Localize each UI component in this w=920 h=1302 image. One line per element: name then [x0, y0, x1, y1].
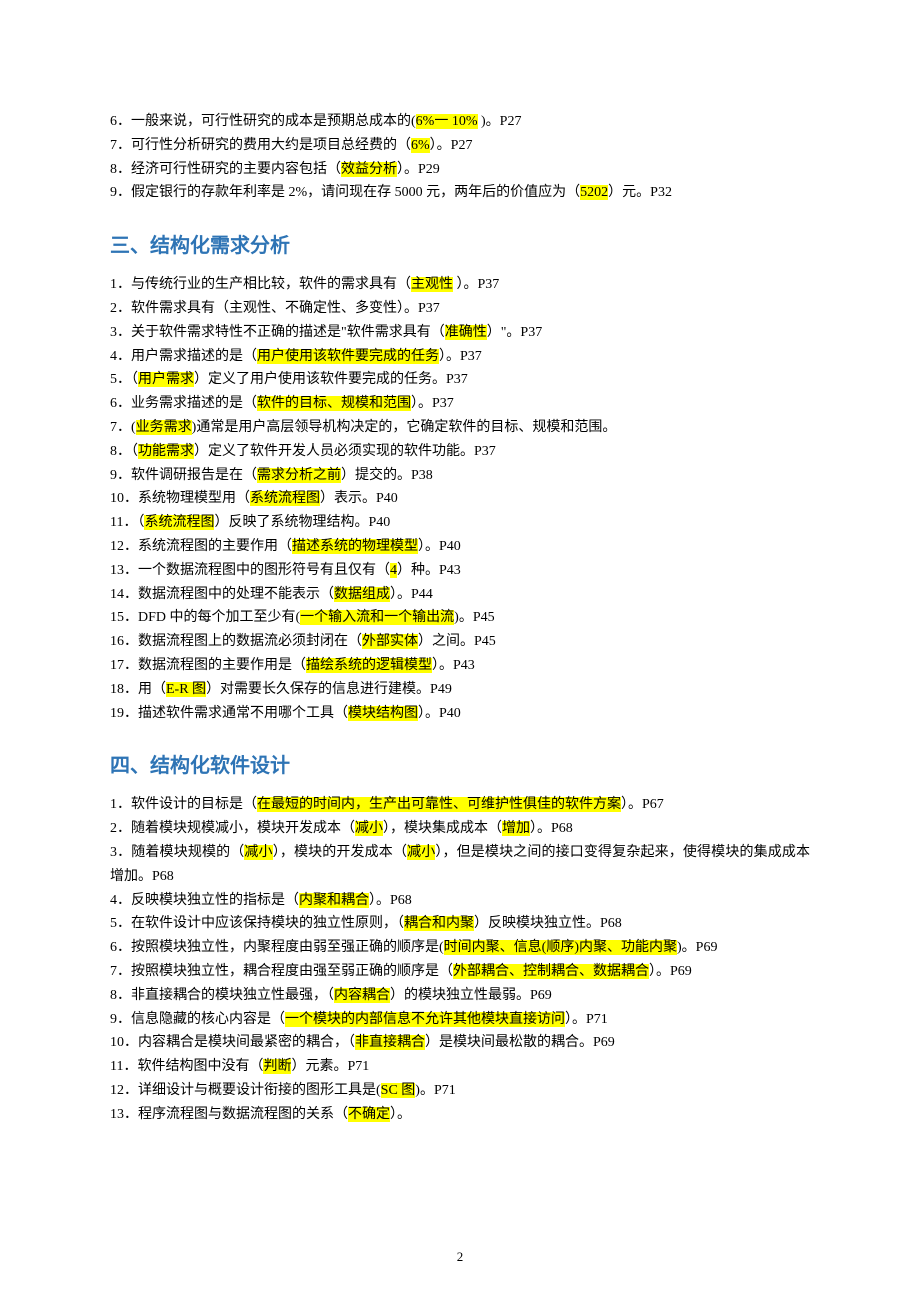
- highlighted-text: 软件的目标、规模和范围: [257, 396, 411, 411]
- list-item: 3．随着模块规模的（减小），模块的开发成本（减小），但是模块之间的接口变得复杂起…: [110, 841, 810, 889]
- highlighted-text: 功能需求: [138, 444, 194, 459]
- highlighted-text: 6%一 10%: [416, 114, 478, 129]
- list-item: 13．一个数据流程图中的图形符号有且仅有（4）种。P43: [110, 559, 810, 583]
- list-item: 1．与传统行业的生产相比较，软件的需求具有（主观性 ）。P37: [110, 273, 810, 297]
- highlighted-text: 系统流程图: [144, 515, 214, 530]
- section-heading: 三、结构化需求分析: [110, 229, 810, 263]
- highlighted-text: 5202: [580, 185, 608, 200]
- highlighted-text: 减小: [407, 845, 435, 860]
- highlighted-text: 系统流程图: [250, 491, 320, 506]
- list-item: 9．软件调研报告是在（需求分析之前）提交的。P38: [110, 464, 810, 488]
- highlighted-text: 6%: [411, 138, 430, 153]
- highlighted-text: SC 图: [381, 1083, 416, 1098]
- list-item: 7．按照模块独立性，耦合程度由强至弱正确的顺序是（外部耦合、控制耦合、数据耦合）…: [110, 960, 810, 984]
- highlighted-text: 主观性: [411, 277, 453, 292]
- highlighted-text: 外部实体: [362, 634, 418, 649]
- highlighted-text: 外部耦合、控制耦合、数据耦合: [453, 964, 649, 979]
- list-item: 6．一般来说，可行性研究的成本是预期总成本的(6%一 10% )。P27: [110, 110, 810, 134]
- list-item: 16．数据流程图上的数据流必须封闭在（外部实体）之间。P45: [110, 630, 810, 654]
- list-item: 10．内容耦合是模块间最紧密的耦合，（非直接耦合）是模块间最松散的耦合。P69: [110, 1031, 810, 1055]
- highlighted-text: 减小: [244, 845, 272, 860]
- highlighted-text: 减小: [355, 821, 383, 836]
- highlighted-text: 内聚和耦合: [299, 893, 369, 908]
- highlighted-text: 用户使用该软件要完成的任务: [257, 349, 439, 364]
- list-item: 3．关于软件需求特性不正确的描述是"软件需求具有（准确性）"。P37: [110, 321, 810, 345]
- highlighted-text: 业务需求: [136, 420, 192, 435]
- highlighted-text: 模块结构图: [348, 706, 418, 721]
- highlighted-text: 耦合和内聚: [404, 916, 474, 931]
- list-item: 15．DFD 中的每个加工至少有(一个输入流和一个输出流)。P45: [110, 606, 810, 630]
- highlighted-text: 时间内聚、信息(顺序)内聚、功能内聚: [444, 940, 677, 955]
- list-item: 11．软件结构图中没有（判断）元素。P71: [110, 1055, 810, 1079]
- list-item: 18．用（E-R 图）对需要长久保存的信息进行建模。P49: [110, 678, 810, 702]
- list-item: 14．数据流程图中的处理不能表示（数据组成）。P44: [110, 583, 810, 607]
- list-item: 9．假定银行的存款年利率是 2%，请问现在存 5000 元，两年后的价值应为（5…: [110, 181, 810, 205]
- list-item: 9．信息隐藏的核心内容是（一个模块的内部信息不允许其他模块直接访问）。P71: [110, 1008, 810, 1032]
- list-item: 5．（用户需求）定义了用户使用该软件要完成的任务。P37: [110, 368, 810, 392]
- list-item: 4．反映模块独立性的指标是（内聚和耦合）。P68: [110, 889, 810, 913]
- list-item: 1．软件设计的目标是（在最短的时间内，生产出可靠性、可维护性俱佳的软件方案）。P…: [110, 793, 810, 817]
- list-item: 7．(业务需求)通常是用户高层领导机构决定的，它确定软件的目标、规模和范围。: [110, 416, 810, 440]
- list-item: 4．用户需求描述的是（用户使用该软件要完成的任务）。P37: [110, 345, 810, 369]
- highlighted-text: E-R 图: [166, 682, 206, 697]
- highlighted-text: 内容耦合: [334, 988, 390, 1003]
- document-body: 6．一般来说，可行性研究的成本是预期总成本的(6%一 10% )。P277．可行…: [110, 110, 810, 1126]
- list-item: 10．系统物理模型用（系统流程图）表示。P40: [110, 487, 810, 511]
- highlighted-text: 效益分析: [341, 162, 397, 177]
- list-item: 8．（功能需求）定义了软件开发人员必须实现的软件功能。P37: [110, 440, 810, 464]
- list-item: 12．详细设计与概要设计衔接的图形工具是(SC 图)。P71: [110, 1079, 810, 1103]
- page-number: 2: [0, 1246, 920, 1268]
- list-item: 2．随着模块规模减小，模块开发成本（减小），模块集成成本（增加）。P68: [110, 817, 810, 841]
- highlighted-text: 描绘系统的逻辑模型: [306, 658, 432, 673]
- list-item: 2．软件需求具有（主观性、不确定性、多变性）。P37: [110, 297, 810, 321]
- list-item: 11．（系统流程图）反映了系统物理结构。P40: [110, 511, 810, 535]
- highlighted-text: 不确定: [348, 1107, 390, 1122]
- highlighted-text: 4: [390, 563, 397, 578]
- list-item: 17．数据流程图的主要作用是（描绘系统的逻辑模型）。P43: [110, 654, 810, 678]
- highlighted-text: 数据组成: [334, 587, 390, 602]
- list-item: 6．按照模块独立性，内聚程度由弱至强正确的顺序是(时间内聚、信息(顺序)内聚、功…: [110, 936, 810, 960]
- list-item: 7．可行性分析研究的费用大约是项目总经费的（6%）。P27: [110, 134, 810, 158]
- highlighted-text: 一个模块的内部信息不允许其他模块直接访问: [285, 1012, 565, 1027]
- list-item: 13．程序流程图与数据流程图的关系（不确定）。: [110, 1103, 810, 1127]
- list-item: 12．系统流程图的主要作用（描述系统的物理模型）。P40: [110, 535, 810, 559]
- highlighted-text: 在最短的时间内，生产出可靠性、可维护性俱佳的软件方案: [257, 797, 621, 812]
- list-item: 19．描述软件需求通常不用哪个工具（模块结构图）。P40: [110, 702, 810, 726]
- list-item: 6．业务需求描述的是（软件的目标、规模和范围）。P37: [110, 392, 810, 416]
- highlighted-text: 准确性: [445, 325, 487, 340]
- section-heading: 四、结构化软件设计: [110, 749, 810, 783]
- list-item: 8．非直接耦合的模块独立性最强，（内容耦合）的模块独立性最弱。P69: [110, 984, 810, 1008]
- highlighted-text: 增加: [502, 821, 530, 836]
- document-page: 6．一般来说，可行性研究的成本是预期总成本的(6%一 10% )。P277．可行…: [0, 0, 920, 1302]
- highlighted-text: 需求分析之前: [257, 468, 341, 483]
- highlighted-text: 一个输入流和一个输出流: [300, 610, 454, 625]
- highlighted-text: 用户需求: [138, 372, 194, 387]
- list-item: 5．在软件设计中应该保持模块的独立性原则，（耦合和内聚）反映模块独立性。P68: [110, 912, 810, 936]
- highlighted-text: 描述系统的物理模型: [292, 539, 418, 554]
- list-item: 8．经济可行性研究的主要内容包括（效益分析）。P29: [110, 158, 810, 182]
- highlighted-text: 非直接耦合: [355, 1035, 425, 1050]
- highlighted-text: 判断: [263, 1059, 291, 1074]
